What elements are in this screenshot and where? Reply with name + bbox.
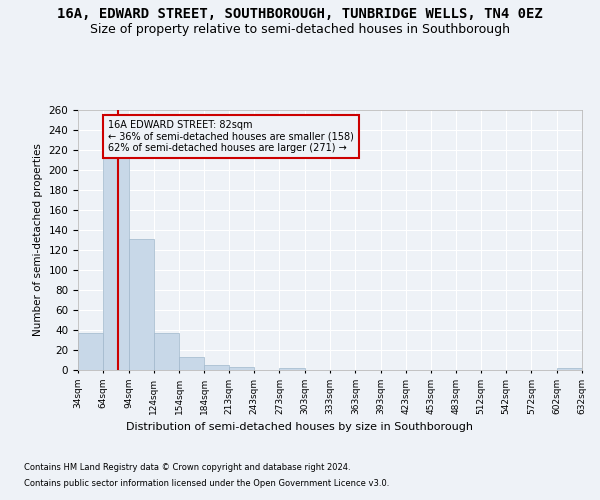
Text: Size of property relative to semi-detached houses in Southborough: Size of property relative to semi-detach…	[90, 22, 510, 36]
Text: Contains public sector information licensed under the Open Government Licence v3: Contains public sector information licen…	[24, 478, 389, 488]
Bar	[557, 368, 582, 370]
Bar	[229, 367, 254, 370]
Bar	[154, 333, 179, 370]
Y-axis label: Number of semi-detached properties: Number of semi-detached properties	[33, 144, 43, 336]
Bar	[280, 368, 305, 370]
Bar	[78, 333, 103, 370]
Text: 16A, EDWARD STREET, SOUTHBOROUGH, TUNBRIDGE WELLS, TN4 0EZ: 16A, EDWARD STREET, SOUTHBOROUGH, TUNBRI…	[57, 8, 543, 22]
Text: Contains HM Land Registry data © Crown copyright and database right 2024.: Contains HM Land Registry data © Crown c…	[24, 464, 350, 472]
Bar	[179, 357, 205, 370]
Text: 16A EDWARD STREET: 82sqm
← 36% of semi-detached houses are smaller (158)
62% of : 16A EDWARD STREET: 82sqm ← 36% of semi-d…	[109, 120, 354, 153]
Bar	[128, 239, 154, 370]
Bar	[103, 156, 128, 370]
Text: Distribution of semi-detached houses by size in Southborough: Distribution of semi-detached houses by …	[127, 422, 473, 432]
Bar	[205, 365, 229, 370]
